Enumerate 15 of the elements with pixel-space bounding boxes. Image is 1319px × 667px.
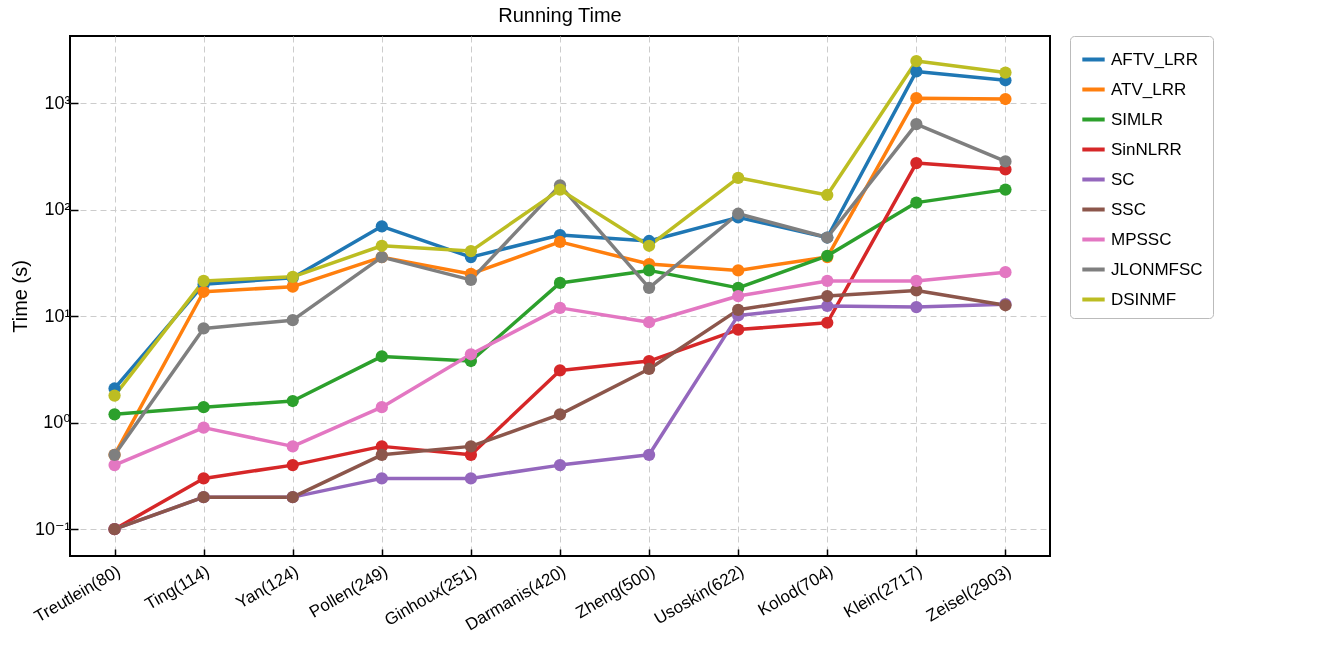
legend-label: SinNLRR	[1111, 139, 1182, 159]
legend-label: SSC	[1111, 199, 1146, 219]
y-tick-label: 10²	[44, 199, 71, 220]
legend-label: DSINMF	[1111, 289, 1177, 309]
y-tick-label: 10⁻¹	[34, 518, 71, 539]
legend-label: SIMLR	[1111, 109, 1163, 129]
legend-label: SC	[1111, 169, 1135, 189]
legend-label: ATV_LRR	[1111, 79, 1187, 99]
y-tick-label: 10¹	[44, 305, 71, 326]
y-axis-title: Time (s)	[8, 260, 31, 333]
legend-label: AFTV_LRR	[1111, 49, 1198, 69]
y-tick-label: 10⁰	[43, 412, 71, 433]
chart-title: Running Time	[498, 3, 622, 26]
legend-label: MPSSC	[1111, 229, 1172, 249]
legend-label: JLONMFSC	[1111, 259, 1203, 279]
